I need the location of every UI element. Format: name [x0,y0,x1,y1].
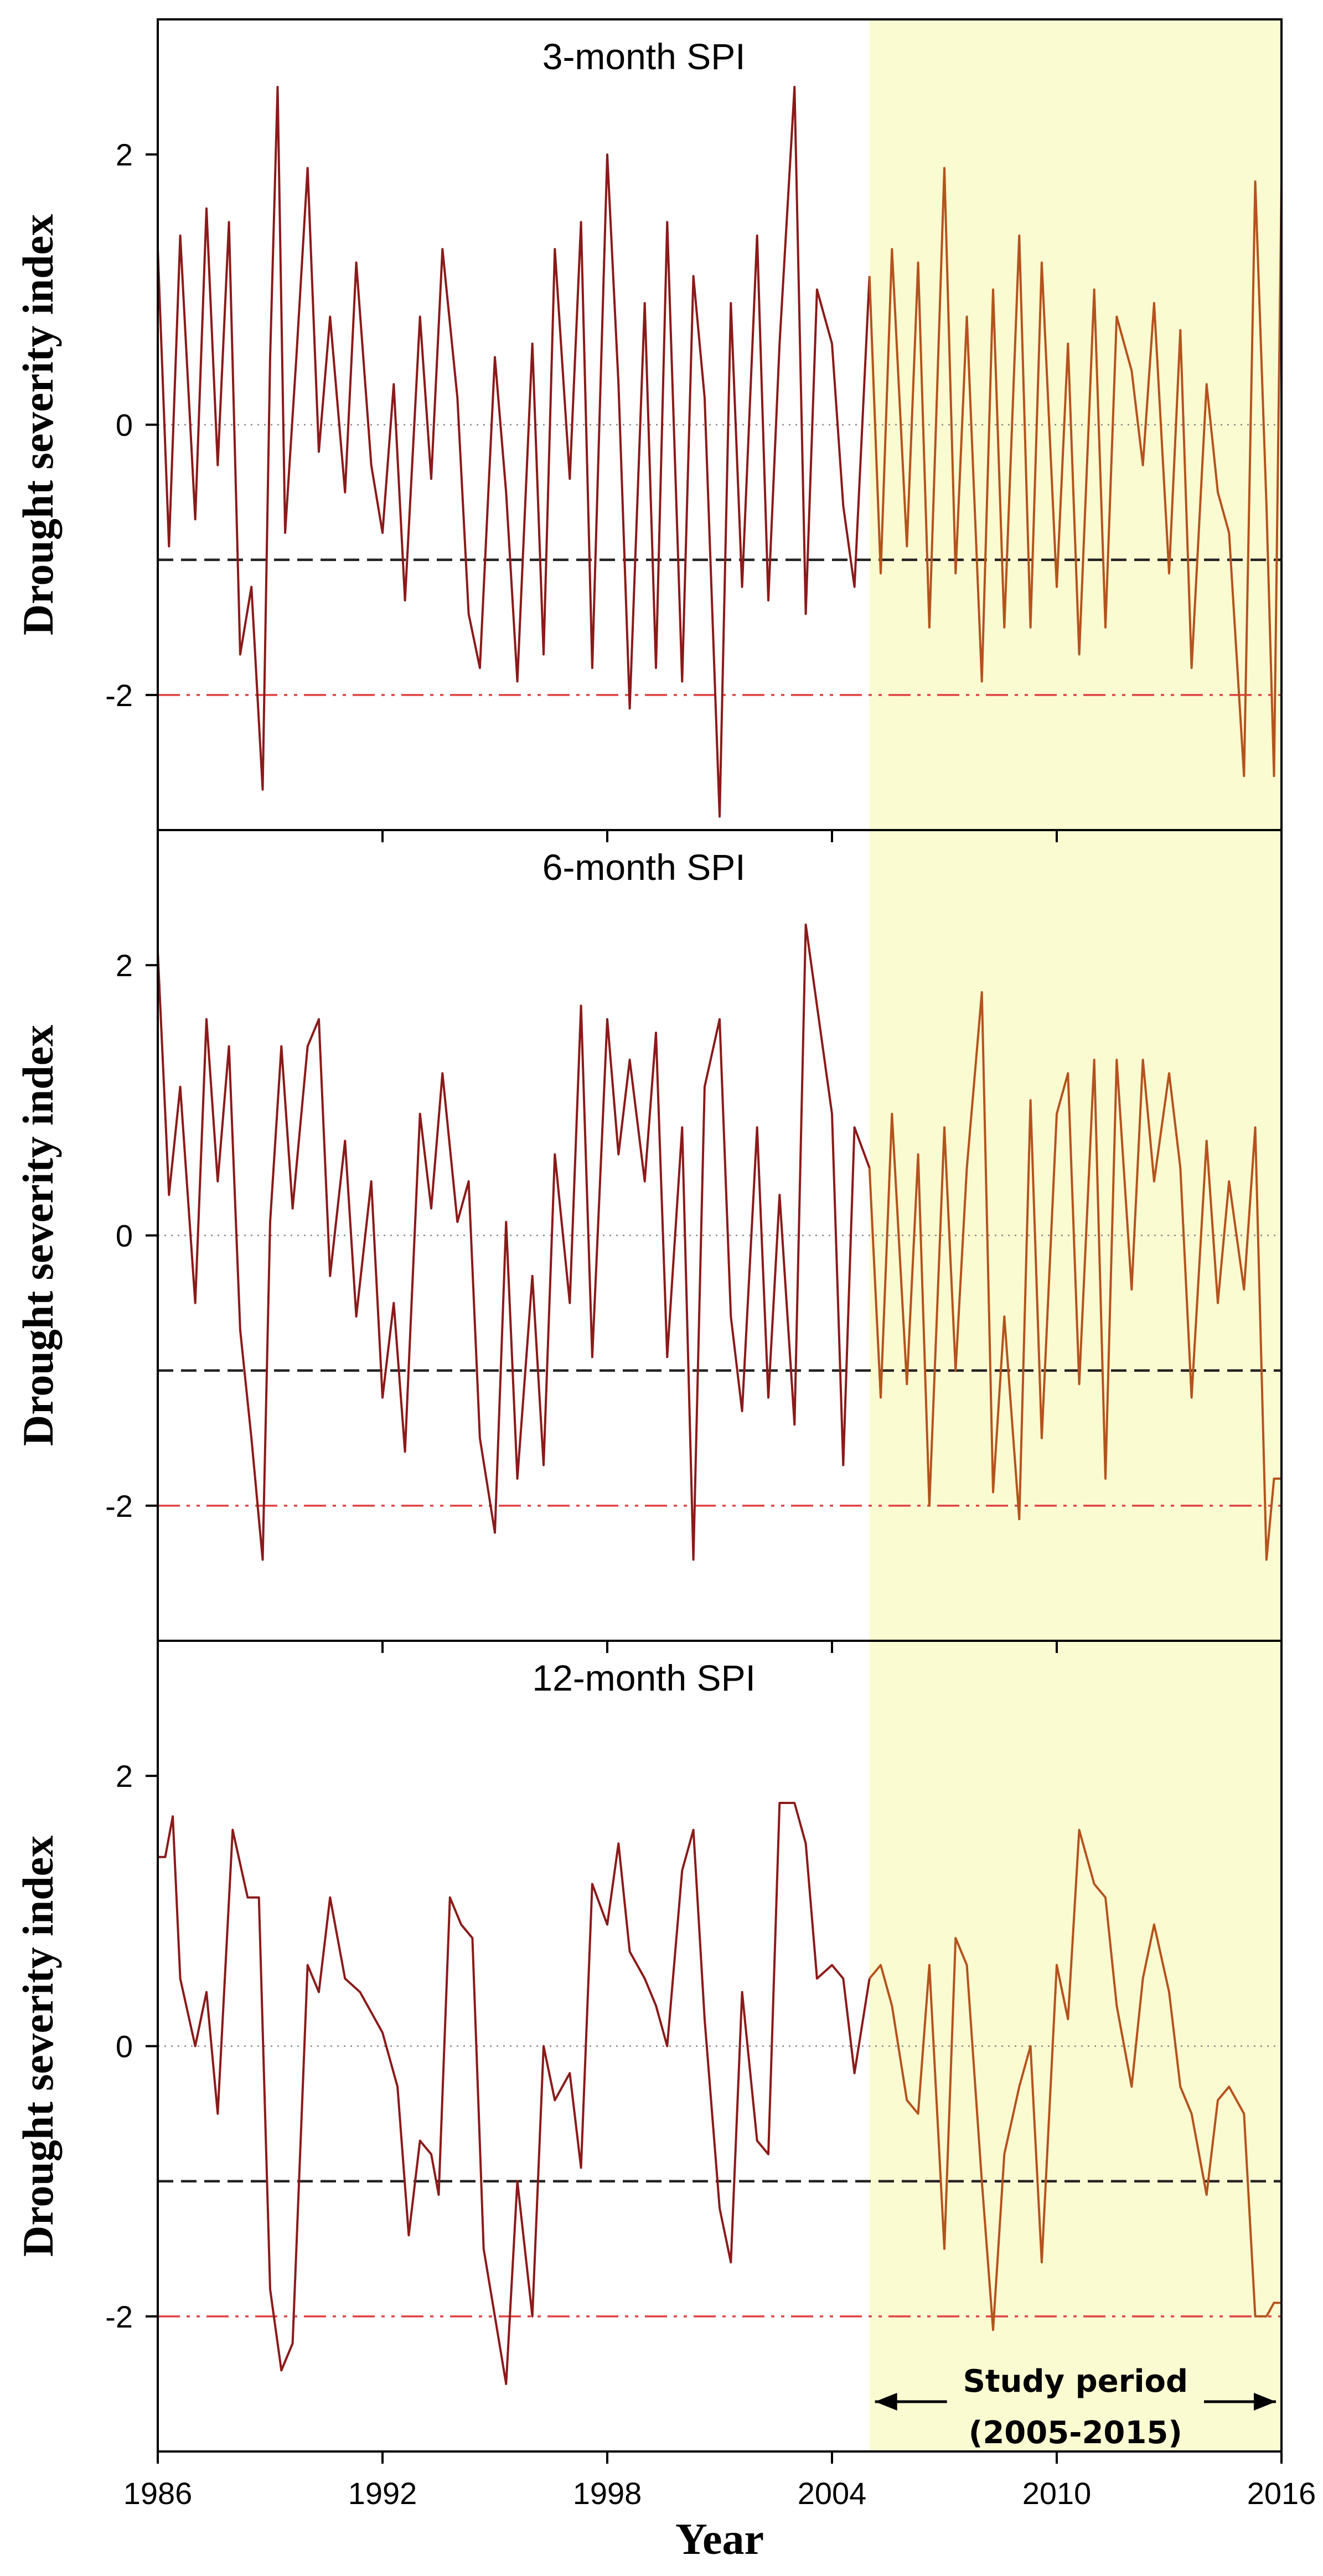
spi-panel-1: 2 0 -2 3-month SPI Drought severity index [14,18,1283,842]
spi-line-study-period [868,991,1281,1561]
spi-line-pre-study [157,86,871,818]
y-tick-label: -2 [105,678,133,713]
panel-title: 3-month SPI [542,36,746,77]
y-tick-label: 2 [116,1759,133,1794]
panel-title: 12-month SPI [532,1657,756,1698]
study-period-annotation: Study period (2005-2015) [875,2364,1276,2451]
y-tick-label: -2 [105,1489,133,1523]
y-tick-label: 2 [116,948,133,983]
y-axis-title: Drought severity index [14,1836,62,2257]
y-tick-label: -2 [105,2299,133,2334]
y-tick-label: 0 [116,1219,133,1253]
spi-line-study-period [868,167,1283,778]
x-tick-label: 1998 [573,2476,642,2511]
spi-line-pre-study [157,923,871,1561]
spi-line-study-period [869,1828,1281,2331]
y-tick-label: 2 [116,137,133,172]
spi-panel-3: 2 0 -2 12-month SPI Drought severity index [14,1640,1283,2464]
x-tick-label: 2010 [1022,2476,1092,2511]
arrow-right-icon [1254,2393,1276,2411]
y-axis-title: Drought severity index [14,214,62,635]
panel-title: 6-month SPI [542,847,746,888]
spi-panel-2: 2 0 -2 6-month SPI Drought severity index [14,829,1283,1653]
y-tick-label: 0 [116,2029,133,2064]
study-period-range: (2005-2015) [969,2415,1182,2451]
x-tick-label: 2016 [1247,2476,1316,2511]
x-tick-label: 2004 [798,2476,867,2511]
x-tick-label: 1992 [348,2476,417,2511]
arrow-left-icon [875,2393,897,2411]
study-period-label: Study period [963,2364,1188,2399]
x-tick-label: 1986 [123,2476,193,2511]
y-tick-label: 0 [116,408,133,443]
spi-line-pre-study [158,1802,871,2385]
y-axis-title: Drought severity index [14,1025,62,1446]
x-axis-title: Year [675,2515,764,2564]
